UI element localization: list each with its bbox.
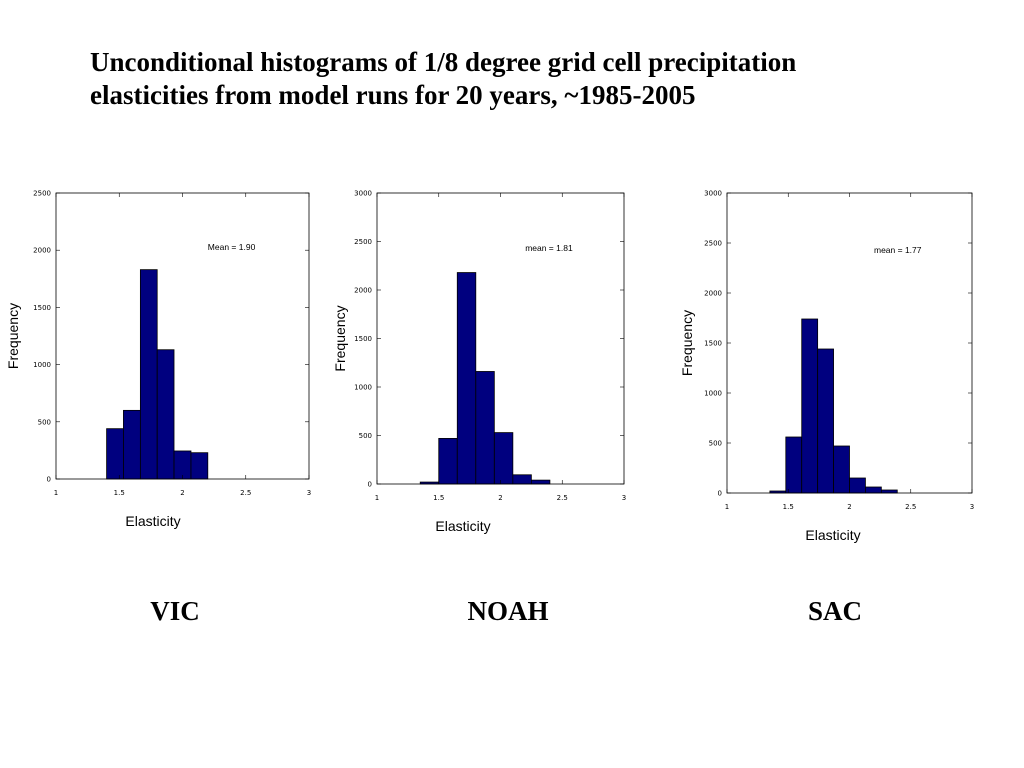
- slide-title-line-1: Unconditional histograms of 1/8 degree g…: [90, 47, 797, 77]
- histogram-bar: [880, 489, 898, 494]
- x-axis-title: Elasticity: [435, 518, 490, 534]
- x-tick-label: 3: [970, 503, 974, 511]
- y-axis-title: Frequency: [679, 310, 695, 376]
- y-axis-title: Frequency: [332, 305, 348, 371]
- histogram-bar: [801, 318, 819, 494]
- y-tick-label: 2000: [704, 290, 722, 298]
- y-tick-label: 1500: [704, 340, 722, 348]
- x-tick-label: 2.5: [557, 494, 568, 502]
- y-tick-label: 1000: [354, 384, 372, 392]
- x-tick-label: 2.5: [905, 503, 916, 511]
- histogram-bar: [865, 486, 882, 494]
- mean-annotation: mean = 1.77: [874, 245, 922, 255]
- x-tick-label: 2: [847, 503, 851, 511]
- y-tick-label: 500: [709, 440, 722, 448]
- histogram-bar: [817, 348, 834, 494]
- x-tick-label: 3: [307, 489, 311, 497]
- x-axis-title: Elasticity: [125, 513, 180, 529]
- y-tick-label: 1500: [33, 304, 51, 312]
- y-tick-label: 2500: [354, 238, 372, 246]
- histogram-bar: [849, 477, 866, 494]
- y-axis-title: Frequency: [5, 303, 21, 369]
- y-tick-label: 500: [359, 432, 372, 440]
- model-label-noah: NOAH: [467, 596, 549, 626]
- x-tick-label: 1: [54, 489, 58, 497]
- x-tick-label: 1.5: [433, 494, 444, 502]
- slide-title: Unconditional histograms of 1/8 degree g…: [90, 46, 990, 112]
- mean-annotation: Mean = 1.90: [208, 242, 256, 252]
- y-tick-label: 0: [368, 481, 372, 489]
- x-tick-label: 1.5: [783, 503, 794, 511]
- x-tick-label: 1: [375, 494, 379, 502]
- x-axis-title: Elasticity: [805, 527, 860, 543]
- mean-annotation: mean = 1.81: [525, 243, 573, 253]
- y-tick-label: 2000: [33, 247, 51, 255]
- x-tick-label: 2.5: [240, 489, 251, 497]
- model-label-sac: SAC: [807, 596, 862, 626]
- y-tick-label: 0: [47, 476, 51, 484]
- x-tick-label: 3: [622, 494, 626, 502]
- slide-title-line-2: elasticities from model runs for 20 year…: [90, 80, 696, 110]
- x-tick-label: 2: [180, 489, 184, 497]
- y-tick-label: 0: [718, 490, 722, 498]
- histogram-bar: [785, 436, 803, 494]
- y-tick-label: 2000: [354, 287, 372, 295]
- x-tick-label: 1.5: [114, 489, 125, 497]
- histogram-bar: [833, 445, 850, 494]
- y-tick-label: 1500: [354, 335, 372, 343]
- y-tick-label: 500: [38, 418, 51, 426]
- x-tick-label: 2: [498, 494, 502, 502]
- y-tick-label: 2500: [33, 190, 51, 198]
- model-label-vic: VIC: [150, 596, 200, 626]
- y-tick-label: 3000: [354, 190, 372, 198]
- x-tick-label: 1: [725, 503, 729, 511]
- y-tick-label: 3000: [704, 190, 722, 198]
- y-tick-label: 1000: [33, 361, 51, 369]
- y-tick-label: 2500: [704, 240, 722, 248]
- y-tick-label: 1000: [704, 390, 722, 398]
